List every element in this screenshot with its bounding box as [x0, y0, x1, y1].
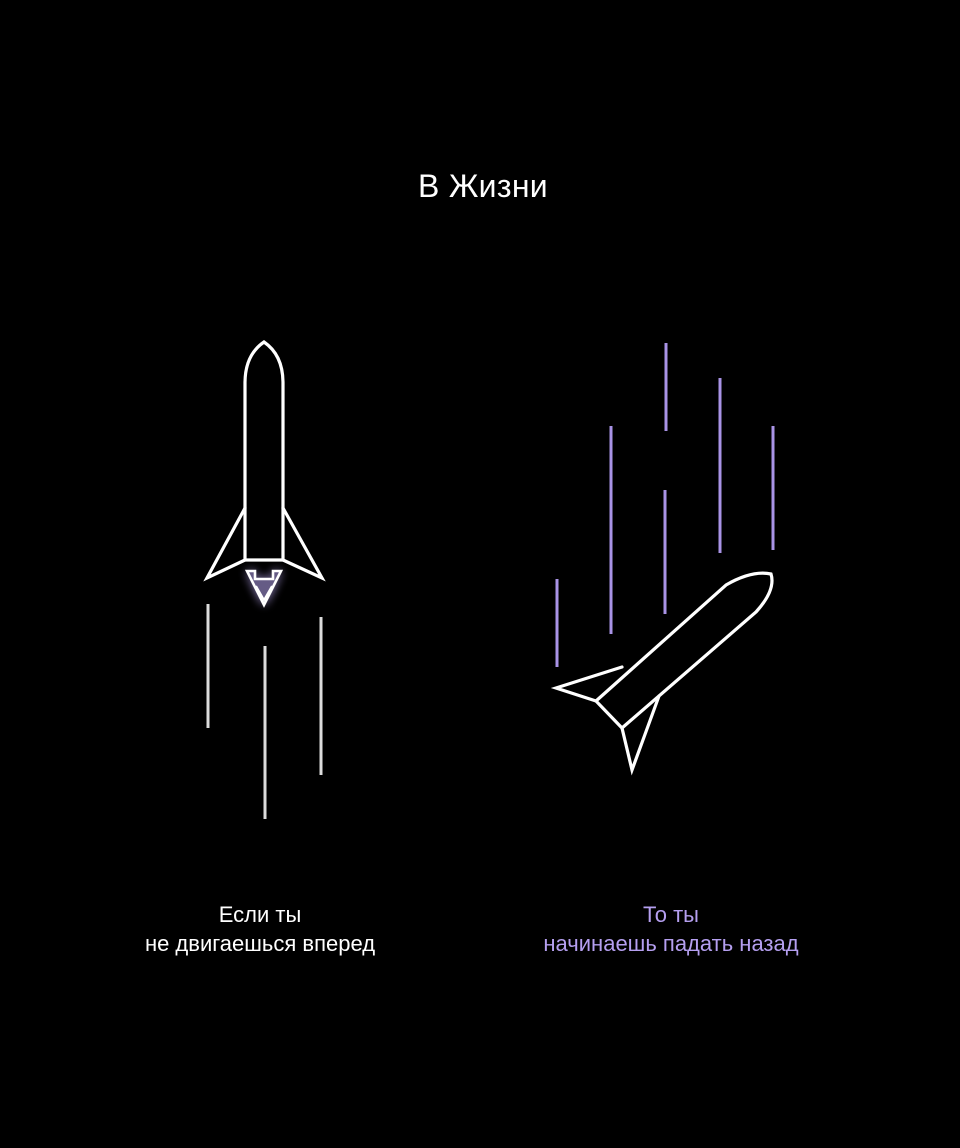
- page-title: В Жизни: [418, 168, 548, 204]
- rocket-body: [593, 571, 774, 731]
- right-caption: То ты начинаешь падать назад: [501, 900, 841, 958]
- right-caption-line2: начинаешь падать назад: [543, 931, 799, 956]
- left-caption-line2: не двигаешься вперед: [144, 931, 376, 956]
- rocket-body: [243, 340, 285, 562]
- speed-lines-right: [555, 343, 775, 667]
- rocket-falling-icon: [550, 571, 774, 776]
- rocket-left-fin: [203, 506, 247, 582]
- rocket-up-icon: [203, 340, 326, 582]
- right-caption-line1: То ты: [643, 902, 699, 927]
- rocket-right-fin: [620, 694, 661, 776]
- speed-lines-left: [206, 604, 323, 819]
- left-caption-line1: Если ты: [218, 902, 302, 927]
- rocket-right-fin: [281, 506, 326, 582]
- flame-icon: [244, 568, 284, 608]
- rocket-left-fin: [550, 665, 624, 703]
- left-caption: Если ты не двигаешься вперед: [100, 900, 420, 958]
